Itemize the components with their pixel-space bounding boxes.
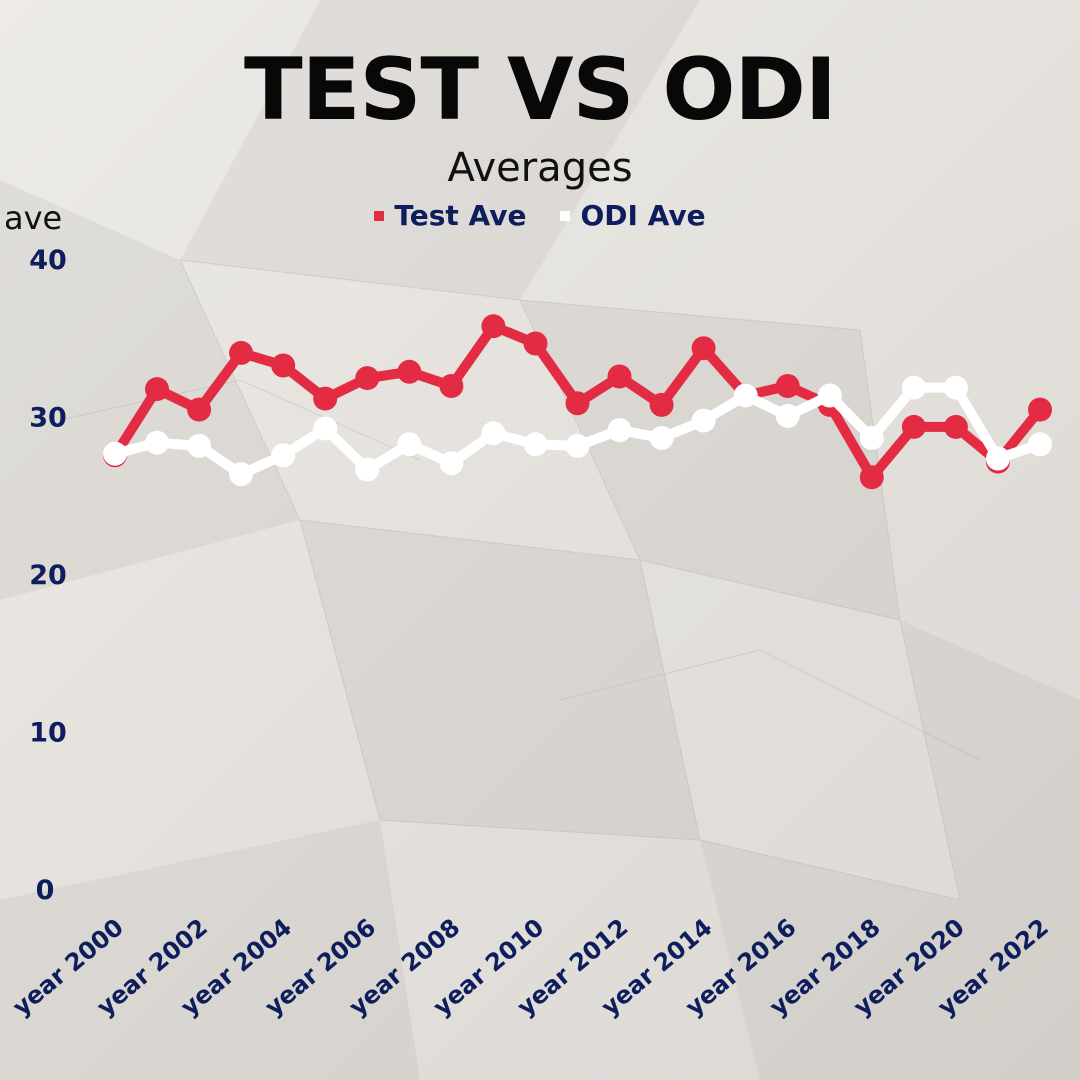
y-tick-label: 30 <box>29 403 67 434</box>
legend-swatch-odi-ave <box>560 211 571 221</box>
legend-item-odi-ave: ODI Ave <box>560 198 706 234</box>
data-point-test-ave <box>523 331 548 356</box>
data-point-test-ave <box>859 465 884 490</box>
data-point-test-ave <box>355 366 380 391</box>
data-point-test-ave <box>145 377 169 402</box>
data-point-test-ave <box>775 374 800 398</box>
data-point-odi-ave <box>145 430 169 455</box>
y-tick-label: 0 <box>36 875 55 906</box>
data-point-odi-ave <box>733 383 758 408</box>
y-tick-label: 20 <box>29 560 67 591</box>
chart-legend: Test Ave ODI Ave <box>0 198 1080 234</box>
data-point-odi-ave <box>397 432 422 457</box>
data-point-odi-ave <box>355 457 380 482</box>
data-point-test-ave <box>1028 397 1052 422</box>
legend-label-odi-ave: ODI Ave <box>580 199 706 232</box>
data-point-odi-ave <box>271 443 296 468</box>
data-point-test-ave <box>229 340 254 365</box>
data-point-odi-ave <box>775 403 800 428</box>
data-point-odi-ave <box>229 462 254 487</box>
data-point-odi-ave <box>523 432 548 457</box>
data-point-test-ave <box>271 353 296 378</box>
y-axis-ticks: 0 10 20 30 40 <box>29 245 67 906</box>
data-point-test-ave <box>397 359 422 384</box>
data-point-test-ave <box>943 414 968 439</box>
data-point-odi-ave <box>1028 432 1052 457</box>
data-point-test-ave <box>901 414 926 439</box>
data-point-odi-ave <box>439 451 464 476</box>
data-point-odi-ave <box>481 421 506 446</box>
series-layer <box>103 314 1052 490</box>
chart-title: TEST VS ODI <box>244 40 837 140</box>
data-point-test-ave <box>649 392 674 417</box>
data-point-odi-ave <box>943 375 968 400</box>
data-point-test-ave <box>481 314 506 339</box>
data-point-test-ave <box>313 386 338 411</box>
data-point-test-ave <box>439 374 464 398</box>
legend-item-test-ave: Test Ave <box>374 198 526 234</box>
y-tick-label: 40 <box>29 245 67 276</box>
data-point-test-ave <box>691 336 716 361</box>
data-point-odi-ave <box>691 408 716 433</box>
data-point-odi-ave <box>649 426 674 450</box>
data-point-odi-ave <box>901 375 926 400</box>
data-point-odi-ave <box>859 426 884 450</box>
data-point-test-ave <box>187 397 212 422</box>
data-point-odi-ave <box>817 383 842 408</box>
legend-swatch-test-ave <box>374 211 385 221</box>
data-point-odi-ave <box>313 416 338 441</box>
data-point-test-ave <box>607 364 632 389</box>
legend-label-test-ave: Test Ave <box>394 199 527 232</box>
data-point-odi-ave <box>607 418 632 443</box>
data-point-odi-ave <box>986 446 1010 471</box>
data-point-odi-ave <box>103 441 127 466</box>
data-point-test-ave <box>565 391 590 416</box>
data-point-odi-ave <box>187 433 212 458</box>
y-tick-label: 10 <box>29 718 67 749</box>
chart-subtitle: Averages <box>447 145 633 191</box>
y-axis-label: ave <box>4 199 63 237</box>
data-point-odi-ave <box>565 433 590 458</box>
